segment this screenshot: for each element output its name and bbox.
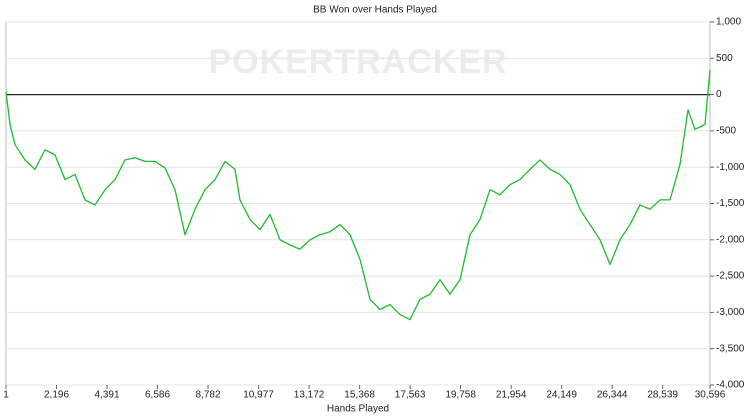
x-tick-label: 19,758	[445, 390, 476, 401]
x-tick-label: 4,391	[94, 390, 119, 401]
x-tick-label: 6,586	[145, 390, 170, 401]
x-tick-label: 15,368	[344, 390, 375, 401]
x-tick-label: 8,782	[196, 390, 221, 401]
y-tick-label: 1,000	[716, 17, 741, 28]
x-tick-label: 26,344	[597, 390, 628, 401]
y-tick-label: -2,000	[716, 234, 745, 245]
x-tick-label: 13,172	[294, 390, 325, 401]
x-tick-label: 17,563	[395, 390, 426, 401]
y-tick-label: -1,000	[716, 162, 745, 173]
chart-title: BB Won over Hands Played	[313, 5, 437, 16]
y-tick-label: -4,000	[716, 380, 745, 391]
y-tick-label: 0	[716, 89, 722, 100]
y-tick-label: -3,500	[716, 343, 745, 354]
y-tick-label: -1,500	[716, 198, 745, 209]
watermark: POKERTRACKER	[208, 43, 507, 81]
x-tick-label: 21,954	[496, 390, 527, 401]
x-axis-title: Hands Played	[327, 404, 389, 415]
y-tick-label: -500	[716, 126, 736, 137]
y-tick-label: -3,000	[716, 307, 745, 318]
x-tick-label: 30,596	[695, 390, 726, 401]
data-line	[5, 69, 711, 321]
x-tick-label: 24,149	[546, 390, 577, 401]
x-tick-label: 28,539	[647, 390, 678, 401]
x-tick-label: 1	[3, 390, 9, 401]
y-tick-label: -2,500	[716, 271, 745, 282]
x-tick-label: 2,196	[44, 390, 69, 401]
x-tick-label: 10,977	[243, 390, 274, 401]
y-tick-label: 500	[716, 53, 733, 64]
